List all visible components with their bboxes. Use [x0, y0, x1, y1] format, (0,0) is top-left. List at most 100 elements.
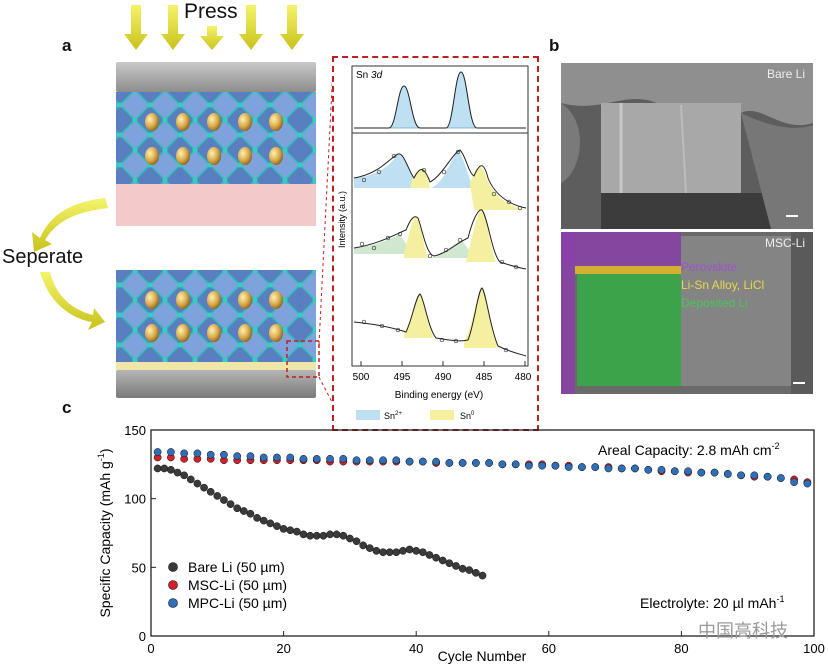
schematic-illustration — [32, 5, 334, 405]
x-tick-label: 40 — [409, 641, 423, 656]
data-point — [180, 449, 188, 458]
data-point — [538, 461, 547, 470]
data-point — [737, 471, 745, 480]
data-point — [273, 453, 281, 462]
data-point — [458, 459, 467, 467]
y-tick-label: 150 — [124, 423, 146, 438]
data-point — [233, 504, 242, 513]
data-point — [763, 472, 772, 481]
xps-legend-swatch-sn0 — [430, 410, 454, 420]
data-point — [438, 556, 447, 565]
xps-title: Sn 3d — [356, 70, 383, 81]
y-tick-label: 50 — [132, 560, 146, 575]
overlay-legend-perovskite: Perovskite — [681, 260, 738, 274]
data-point — [418, 548, 427, 557]
data-point — [293, 527, 301, 536]
legend-label: MPC-Li (50 µm) — [188, 595, 287, 611]
xps-legend-swatch-sn2 — [356, 410, 380, 420]
data-point — [498, 460, 507, 469]
watermark: 中国高科技 — [698, 621, 788, 641]
data-point — [465, 566, 474, 574]
data-point — [412, 547, 421, 555]
cycling-chart: 0 20 40 60 80 100 0 50 100 150 Specific Capacity … — [96, 423, 825, 664]
legend-marker — [168, 598, 178, 608]
xps-spectrum-1 — [354, 71, 526, 129]
sem-label-bare-li: Bare Li — [766, 67, 805, 81]
data-point — [631, 464, 639, 473]
data-point — [220, 450, 228, 459]
data-point — [167, 448, 175, 456]
data-point — [213, 492, 222, 500]
data-point — [253, 514, 261, 522]
data-point — [299, 454, 308, 463]
xps-tick: 500 — [353, 372, 370, 383]
xps-spectra: Sn 3d Intensity (a.u.) — [337, 65, 532, 421]
data-point — [684, 467, 692, 476]
data-point — [379, 548, 387, 557]
data-point — [578, 463, 586, 471]
panel-a-letter: a — [62, 36, 72, 55]
xps-legend-sn2: Sn2+ — [384, 411, 402, 421]
data-point — [259, 453, 268, 462]
data-point — [233, 452, 242, 460]
data-point — [472, 459, 480, 467]
sem-image-bare-li: Bare Li — [561, 63, 813, 229]
sem-image-msc-li: MSC-Li Perovskite Li-Sn Alloy, LiCl Depo… — [561, 232, 813, 394]
separate-label: Seperate — [2, 246, 84, 268]
data-point — [273, 522, 281, 530]
data-point — [432, 457, 440, 466]
data-point — [206, 487, 215, 496]
data-point — [657, 465, 666, 474]
data-point — [193, 479, 202, 488]
data-point — [790, 478, 798, 487]
data-point — [286, 526, 295, 535]
data-point — [286, 453, 295, 462]
y-axis-label: Specific Capacity (mAh g-1) — [96, 448, 113, 617]
legend-label: MSC-Li (50 µm) — [188, 577, 287, 593]
data-point — [750, 471, 759, 480]
x-tick-label: 60 — [542, 641, 556, 656]
data-point — [193, 449, 202, 458]
xps-tick: 495 — [394, 372, 411, 383]
data-point — [418, 457, 427, 466]
data-point — [259, 516, 268, 525]
data-point — [405, 457, 414, 466]
x-tick-label: 20 — [276, 641, 290, 656]
panel-b-letter: b — [549, 36, 560, 55]
areal-capacity-annotation: Areal Capacity: 2.8 mAh cm-2 — [598, 441, 780, 458]
xps-spectrum-4 — [353, 287, 527, 357]
xps-spectrum-3 — [353, 208, 527, 270]
data-point — [339, 531, 348, 540]
data-point — [220, 496, 228, 504]
data-point — [167, 465, 175, 474]
data-point — [365, 456, 374, 465]
data-point — [425, 551, 434, 559]
data-point — [777, 474, 785, 482]
x-axis-label: Cycle Number — [438, 648, 527, 664]
data-point — [697, 468, 706, 477]
data-point — [723, 470, 732, 478]
series-0 — [153, 464, 487, 580]
data-point — [485, 459, 493, 467]
x-tick-label: 100 — [803, 641, 825, 656]
data-point — [803, 479, 812, 488]
sem-label-msc-li: MSC-Li — [764, 236, 805, 250]
data-point — [379, 456, 387, 465]
data-point — [617, 464, 626, 473]
xps-spectrum-2 — [353, 149, 527, 210]
data-point — [644, 465, 653, 474]
data-point — [326, 530, 334, 539]
data-point — [525, 461, 533, 470]
xps-tick: 480 — [515, 372, 532, 383]
data-point — [346, 534, 354, 543]
data-point — [180, 471, 188, 480]
separate-arrows — [32, 198, 108, 330]
data-point — [405, 545, 414, 554]
data-point — [564, 463, 573, 471]
data-point — [385, 548, 394, 557]
chart-legend: Bare Li (50 µm) MSC-Li (50 µm) MPC-Li (50 … — [168, 559, 287, 611]
top-stack — [116, 62, 316, 226]
overlay-legend-deposited: Deposited Li — [681, 296, 748, 310]
data-point — [319, 531, 328, 540]
data-point — [153, 448, 162, 456]
